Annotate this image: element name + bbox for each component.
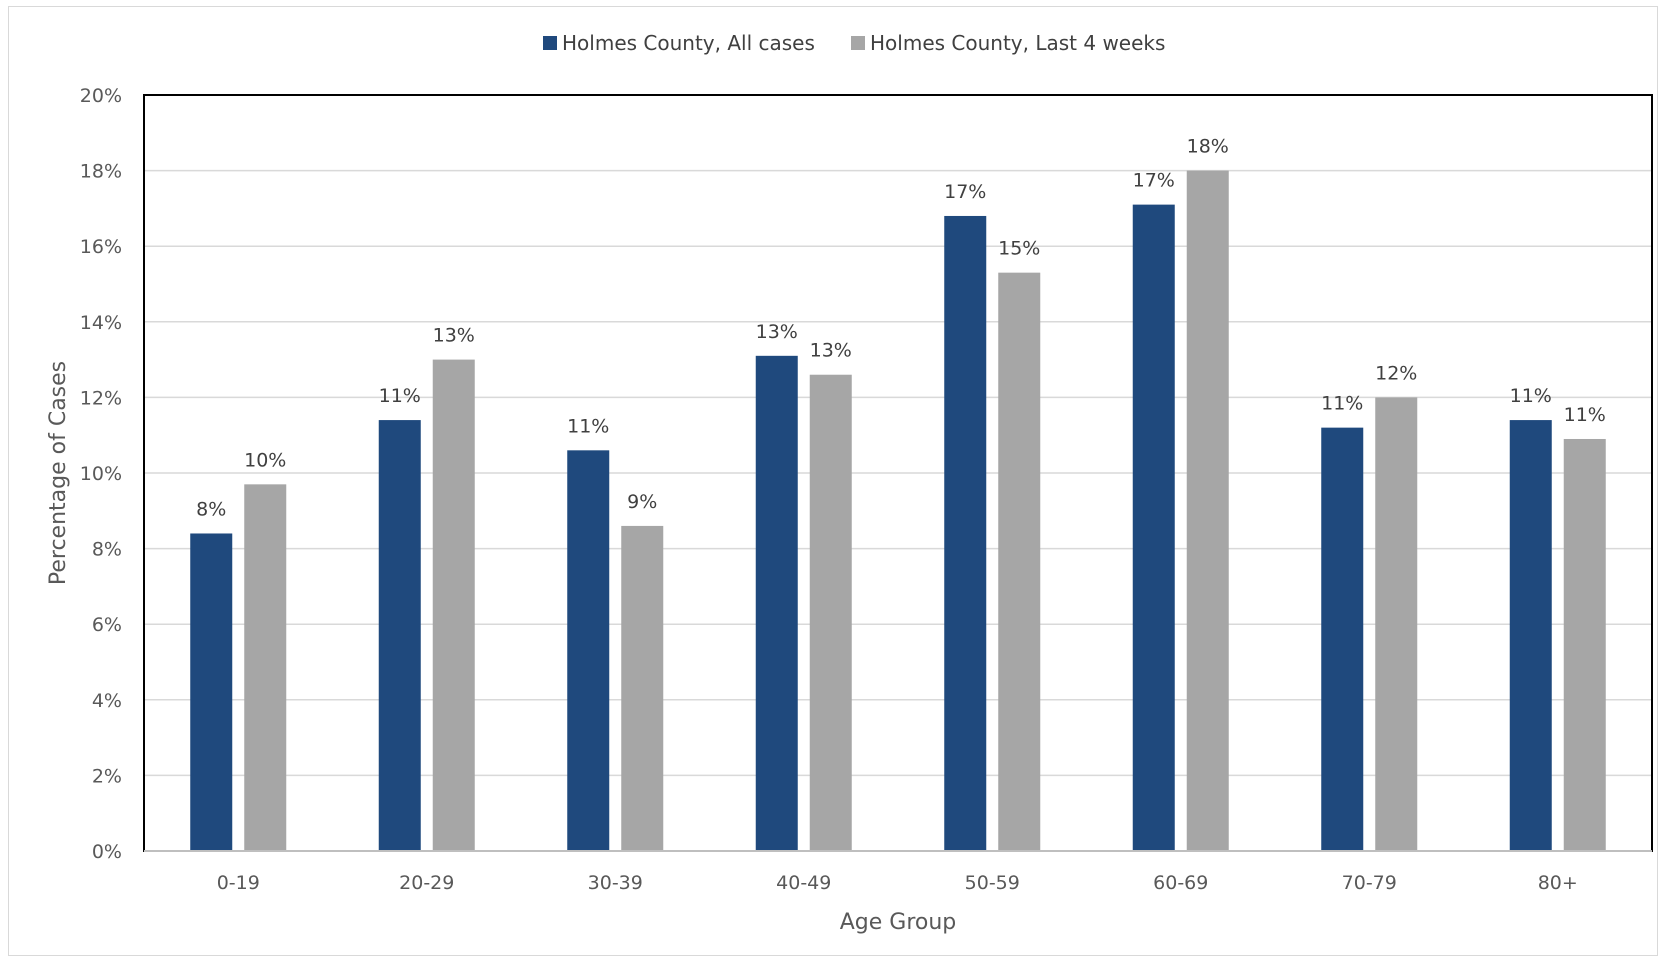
y-tick-label: 10%: [80, 463, 122, 485]
bar-70-79-series-2: [1375, 397, 1418, 851]
legend-label-last-4-weeks: Holmes County, Last 4 weeks: [870, 31, 1165, 55]
data-labels: 8% 10% 11% 13% 11% 9% 13% 13% 17% 15% 17% 18% 11% 12%…: [196, 136, 1606, 521]
data-label: 15%: [998, 238, 1040, 260]
y-tick-label: 20%: [80, 85, 122, 107]
y-tick-label: 12%: [80, 387, 122, 409]
data-label: 12%: [1375, 362, 1417, 384]
data-label: 13%: [433, 325, 475, 347]
bar-40-49-series-2: [809, 374, 852, 851]
data-label: 11%: [1510, 385, 1552, 407]
y-tick-label: 0%: [92, 841, 122, 863]
data-label: 10%: [244, 449, 286, 471]
data-label: 17%: [944, 181, 986, 203]
bar-80+-series-1: [1509, 420, 1552, 851]
x-tick-label: 50-59: [965, 872, 1020, 894]
legend-swatch-last-4-weeks: [851, 36, 865, 50]
x-tick-label: 30-39: [588, 872, 643, 894]
y-tick-label: 2%: [92, 765, 122, 787]
bar-60-69-series-1: [1132, 204, 1175, 851]
data-label: 9%: [627, 491, 657, 513]
bar-20-29-series-2: [432, 359, 475, 851]
y-tick-label: 6%: [92, 614, 122, 636]
gridlines: [144, 169, 1652, 777]
bar-50-59-series-1: [944, 215, 987, 851]
y-tick-label: 4%: [92, 690, 122, 712]
data-label: 13%: [810, 340, 852, 362]
bars: [190, 170, 1606, 852]
legend: Holmes County, All cases Holmes County, …: [543, 31, 1165, 55]
y-tick-label: 18%: [80, 161, 122, 183]
bar-30-39-series-1: [567, 450, 610, 851]
y-tick-label: 8%: [92, 539, 122, 561]
legend-label-all-cases: Holmes County, All cases: [562, 31, 815, 55]
bar-80+-series-2: [1563, 438, 1606, 851]
bar-60-69-series-2: [1186, 170, 1229, 852]
bar-70-79-series-1: [1321, 427, 1364, 851]
y-axis-ticks: 0% 2% 4% 6% 8% 10% 12% 14% 16% 18% 20%: [80, 85, 122, 863]
data-label: 18%: [1187, 136, 1229, 158]
bar-0-19-series-2: [244, 484, 287, 851]
bar-20-29-series-1: [378, 420, 421, 851]
bar-50-59-series-2: [998, 272, 1041, 851]
x-tick-label: 60-69: [1153, 872, 1208, 894]
data-label: 8%: [196, 498, 226, 520]
x-axis-ticks: 0-19 20-29 30-39 40-49 50-59 60-69 70-79 80+: [217, 872, 1578, 894]
bar-30-39-series-2: [621, 525, 664, 851]
y-tick-label: 14%: [80, 312, 122, 334]
data-label: 11%: [379, 385, 421, 407]
y-axis-title: Percentage of Cases: [46, 361, 71, 585]
x-axis-title: Age Group: [840, 910, 957, 935]
legend-swatch-all-cases: [543, 36, 557, 50]
x-tick-label: 0-19: [217, 872, 260, 894]
bar-0-19-series-1: [190, 533, 233, 851]
data-label: 17%: [1133, 170, 1175, 192]
data-label: 13%: [756, 321, 798, 343]
chart-frame: [8, 6, 1658, 956]
y-tick-label: 16%: [80, 236, 122, 258]
bar-40-49-series-1: [755, 355, 798, 851]
x-tick-label: 70-79: [1342, 872, 1397, 894]
x-tick-label: 80+: [1538, 872, 1578, 894]
data-label: 11%: [1564, 404, 1606, 426]
x-tick-label: 40-49: [776, 872, 831, 894]
x-tick-label: 20-29: [399, 872, 454, 894]
data-label: 11%: [567, 415, 609, 437]
data-label: 11%: [1321, 393, 1363, 415]
